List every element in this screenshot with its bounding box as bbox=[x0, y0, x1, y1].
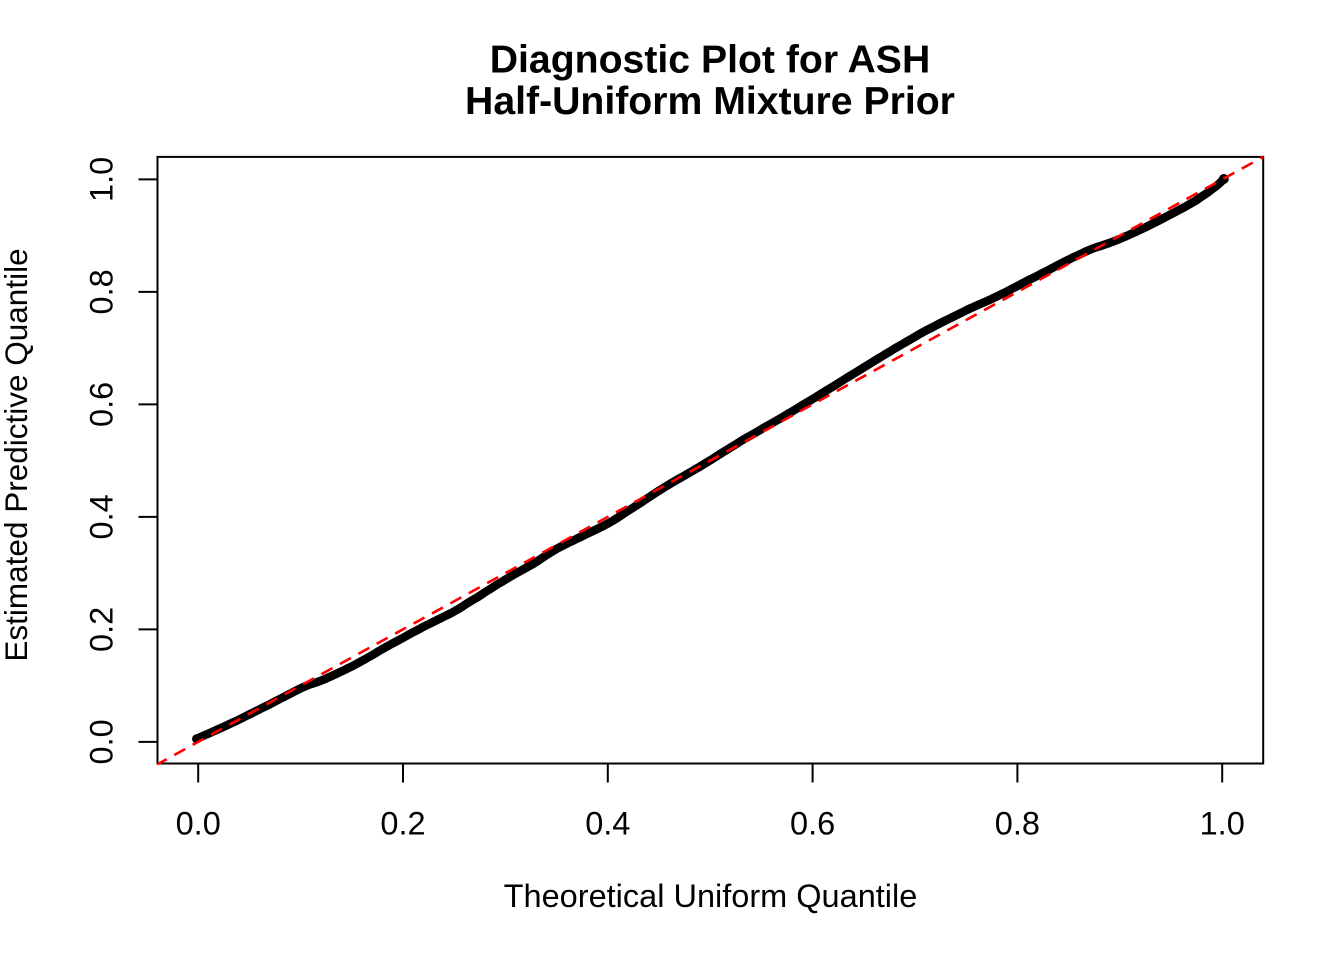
svg-text:0.2: 0.2 bbox=[84, 607, 120, 652]
svg-text:0.8: 0.8 bbox=[84, 269, 120, 314]
svg-text:0.0: 0.0 bbox=[176, 806, 221, 842]
svg-text:1.0: 1.0 bbox=[1200, 806, 1245, 842]
svg-text:0.2: 0.2 bbox=[380, 806, 425, 842]
svg-text:Half-Uniform Mixture Prior: Half-Uniform Mixture Prior bbox=[465, 80, 955, 123]
svg-text:1.0: 1.0 bbox=[84, 157, 120, 202]
svg-text:0.6: 0.6 bbox=[84, 382, 120, 427]
svg-text:Theoretical Uniform Quantile: Theoretical Uniform Quantile bbox=[504, 878, 918, 914]
svg-text:0.4: 0.4 bbox=[585, 806, 630, 842]
svg-text:0.8: 0.8 bbox=[995, 806, 1040, 842]
svg-text:Estimated Predictive Quantile: Estimated Predictive Quantile bbox=[0, 248, 34, 661]
svg-text:0.0: 0.0 bbox=[84, 719, 120, 764]
svg-text:Diagnostic Plot for ASH: Diagnostic Plot for ASH bbox=[490, 39, 931, 82]
svg-text:0.6: 0.6 bbox=[790, 806, 835, 842]
svg-text:0.4: 0.4 bbox=[84, 494, 120, 539]
